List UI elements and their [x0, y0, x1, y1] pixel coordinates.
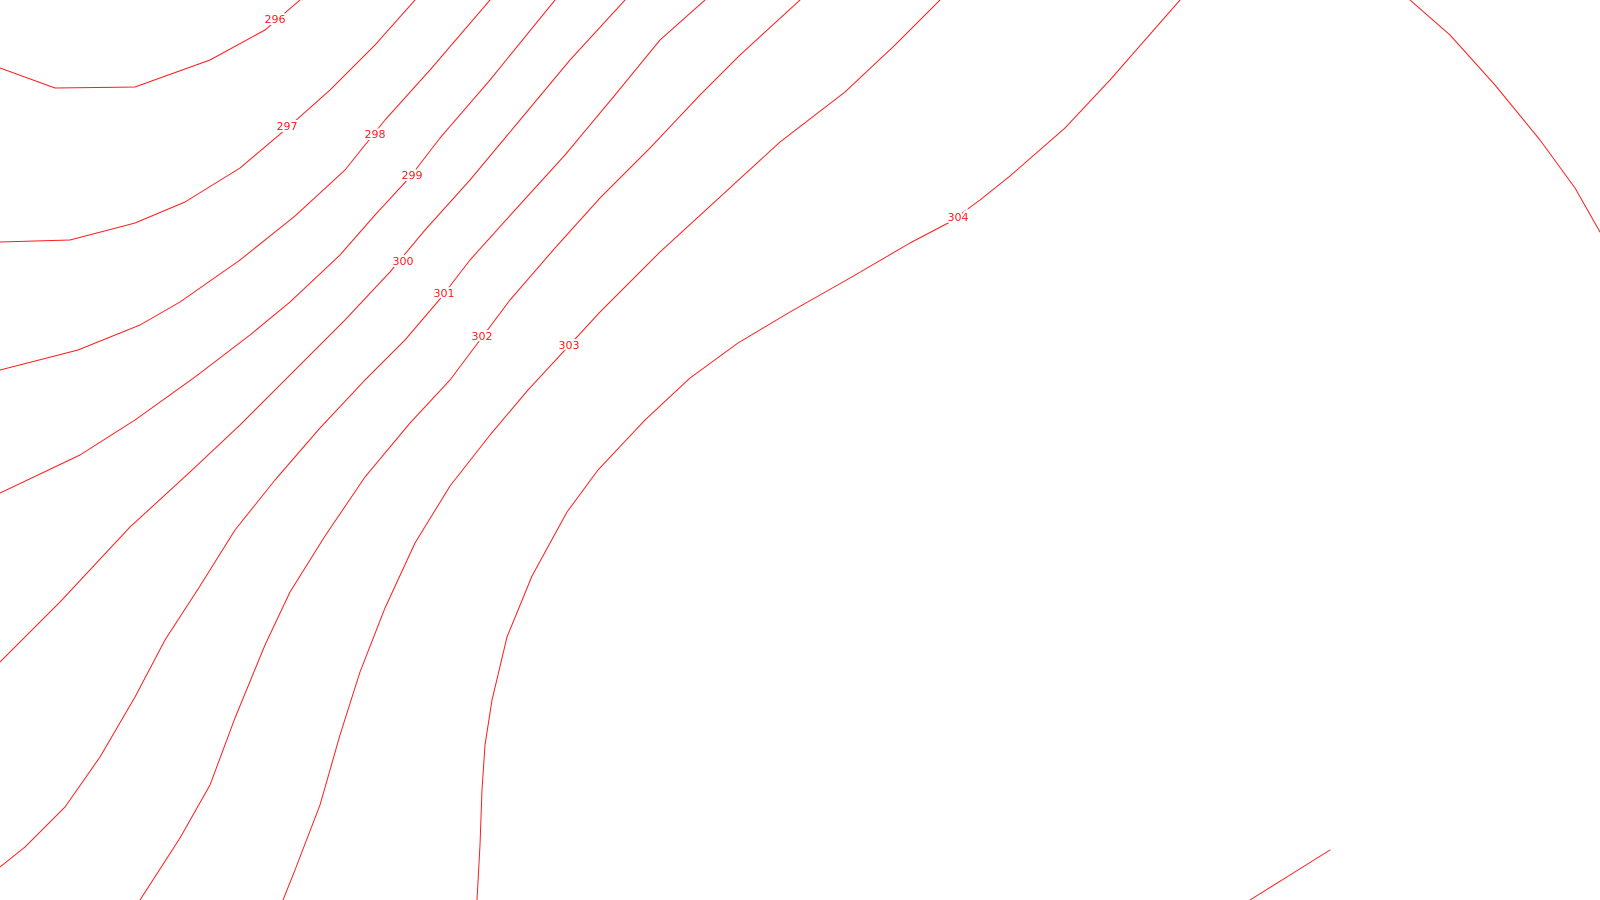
contour-label-299: 299	[402, 169, 423, 182]
contour-line-297	[0, 0, 416, 243]
contour-line-lower-right	[1249, 849, 1331, 900]
contour-line-302	[139, 0, 801, 900]
contour-line-upper-right	[1409, 0, 1600, 233]
contour-label-301: 301	[434, 287, 455, 300]
contour-label-300: 300	[393, 255, 414, 268]
contour-line-303	[282, 0, 941, 900]
contour-line-304	[476, 0, 1181, 900]
contour-label-303: 303	[559, 339, 580, 352]
contour-line-301	[0, 0, 706, 868]
contour-label-304: 304	[948, 211, 969, 224]
contour-line-296	[0, 0, 301, 89]
contour-label-296: 296	[265, 13, 286, 26]
contour-line-298	[0, 0, 491, 371]
contour-label-298: 298	[365, 128, 386, 141]
contour-label-297: 297	[277, 120, 298, 133]
contour-label-302: 302	[472, 330, 493, 343]
contour-line-300	[0, 0, 626, 663]
contour-line-299	[0, 0, 556, 494]
